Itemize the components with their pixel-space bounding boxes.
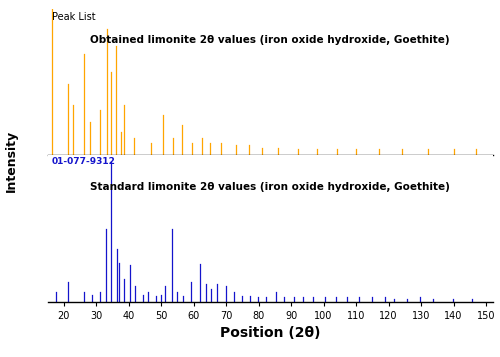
Text: Intensity: Intensity (4, 130, 18, 192)
Text: Standard limonite 2θ values (iron oxide hydroxide, Goethite): Standard limonite 2θ values (iron oxide … (90, 182, 450, 192)
Text: Peak List: Peak List (52, 12, 96, 22)
Text: Obtained limonite 2θ values (iron oxide hydroxide, Goethite): Obtained limonite 2θ values (iron oxide … (90, 35, 450, 45)
Text: 01-077-9312: 01-077-9312 (52, 157, 116, 166)
X-axis label: Position (2θ): Position (2θ) (220, 326, 320, 340)
